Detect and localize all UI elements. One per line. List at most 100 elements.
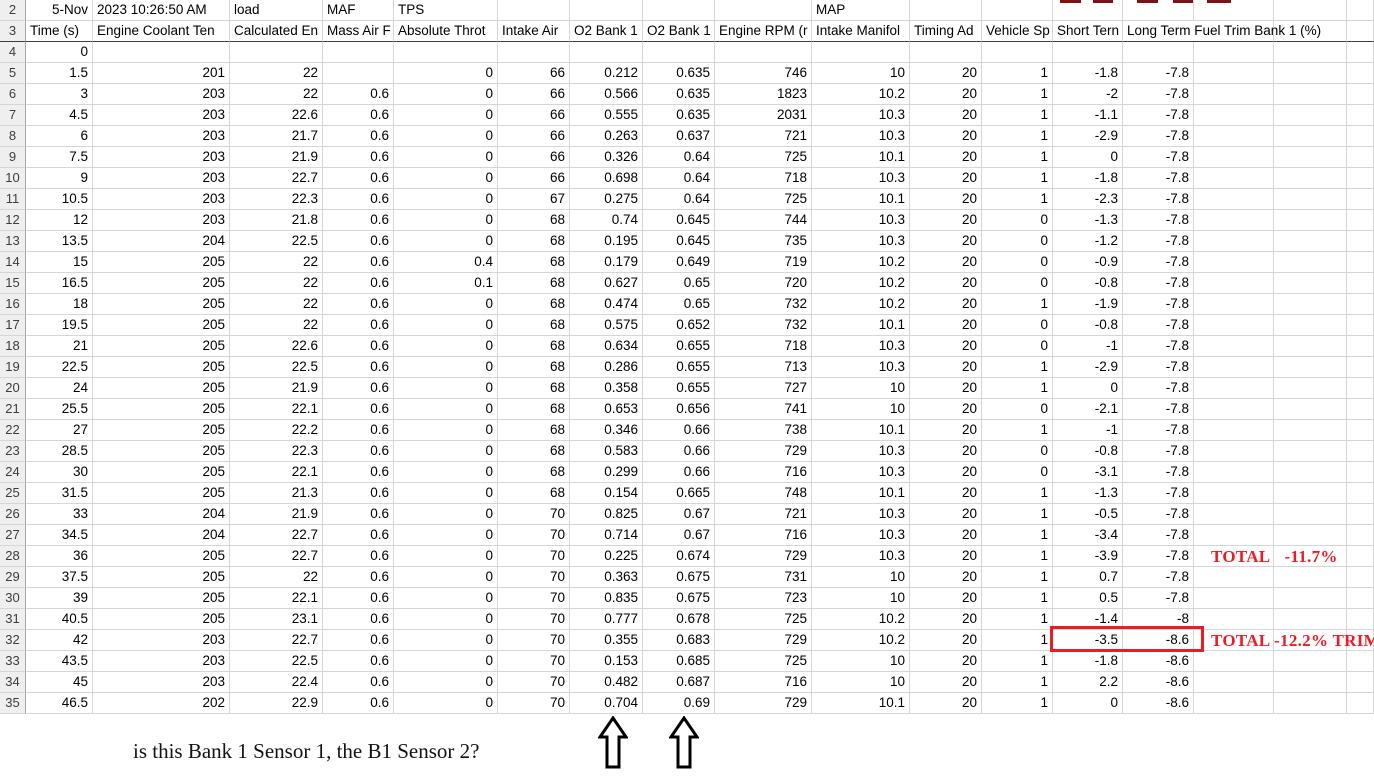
cell[interactable]: 0.665 (643, 483, 715, 504)
cell[interactable]: 1 (982, 525, 1053, 546)
cell[interactable]: -1 (1053, 420, 1123, 441)
cell[interactable]: 21 (26, 336, 93, 357)
cell[interactable]: 0.714 (570, 525, 643, 546)
cell[interactable]: 22 (230, 294, 323, 315)
cell[interactable]: -7.8 (1123, 126, 1194, 147)
cell[interactable]: 0.6 (323, 336, 394, 357)
cell[interactable]: -7.8 (1123, 210, 1194, 231)
cell[interactable]: 205 (93, 357, 230, 378)
row-number[interactable]: 16 (0, 294, 26, 315)
row-number[interactable]: 8 (0, 126, 26, 147)
cell[interactable] (1274, 273, 1347, 294)
cell[interactable]: 0.6 (323, 273, 394, 294)
cell[interactable] (1274, 42, 1347, 63)
cell[interactable]: 20 (910, 84, 982, 105)
cell[interactable]: 70 (498, 672, 570, 693)
cell[interactable]: 0 (394, 672, 498, 693)
cell[interactable]: 10 (812, 651, 910, 672)
row-number[interactable]: 13 (0, 231, 26, 252)
cell[interactable]: 0 (394, 210, 498, 231)
cell[interactable]: -7.8 (1123, 546, 1194, 567)
cell[interactable]: 33 (26, 504, 93, 525)
cell[interactable]: 0.66 (643, 441, 715, 462)
cell[interactable] (1274, 420, 1347, 441)
cell[interactable]: 0.65 (643, 294, 715, 315)
cell[interactable]: 0 (394, 105, 498, 126)
cell[interactable]: 1 (982, 189, 1053, 210)
cell[interactable]: 10.3 (812, 210, 910, 231)
cell[interactable]: 10 (812, 378, 910, 399)
cell[interactable]: -7.8 (1123, 273, 1194, 294)
cell[interactable]: 205 (93, 273, 230, 294)
cell[interactable]: -8 (1123, 609, 1194, 630)
row-number[interactable]: 19 (0, 357, 26, 378)
column-header[interactable]: Intake Air (498, 21, 570, 42)
cell[interactable]: 34.5 (26, 525, 93, 546)
cell[interactable]: 20 (910, 399, 982, 420)
cell[interactable]: 1 (982, 168, 1053, 189)
cell[interactable] (1347, 420, 1374, 441)
cell[interactable]: 0.6 (323, 168, 394, 189)
column-header[interactable]: O2 Bank 1 (643, 21, 715, 42)
cell[interactable] (1194, 609, 1274, 630)
cell[interactable]: 28.5 (26, 441, 93, 462)
cell[interactable]: 20 (910, 567, 982, 588)
cell[interactable]: 0.674 (643, 546, 715, 567)
cell[interactable]: 0.6 (323, 483, 394, 504)
cell[interactable] (1194, 168, 1274, 189)
cell[interactable] (1347, 84, 1374, 105)
cell[interactable]: 0 (394, 462, 498, 483)
cell[interactable]: 732 (715, 294, 812, 315)
row-number[interactable]: 6 (0, 84, 26, 105)
cell[interactable] (1194, 546, 1274, 567)
cell[interactable]: 0.555 (570, 105, 643, 126)
cell[interactable]: 205 (93, 378, 230, 399)
cell[interactable]: 66 (498, 105, 570, 126)
cell[interactable]: -7.8 (1123, 504, 1194, 525)
cell[interactable] (1347, 126, 1374, 147)
cell[interactable]: 10.3 (812, 462, 910, 483)
cell[interactable]: 0 (394, 168, 498, 189)
cell[interactable]: 66 (498, 147, 570, 168)
cell[interactable]: 0.67 (643, 525, 715, 546)
cell[interactable]: -7.8 (1123, 525, 1194, 546)
cell[interactable]: 18 (26, 294, 93, 315)
cell[interactable]: 10.2 (812, 609, 910, 630)
cell[interactable]: 0.6 (323, 504, 394, 525)
cell[interactable]: 20 (910, 357, 982, 378)
cell[interactable]: 30 (26, 462, 93, 483)
cell[interactable]: 0 (394, 588, 498, 609)
cell[interactable]: 205 (93, 441, 230, 462)
cell[interactable]: 731 (715, 567, 812, 588)
cell[interactable]: 738 (715, 420, 812, 441)
cell[interactable]: 729 (715, 630, 812, 651)
cell[interactable]: 22.6 (230, 336, 323, 357)
cell[interactable]: TPS (394, 0, 498, 21)
cell[interactable]: -7.8 (1123, 462, 1194, 483)
cell[interactable]: 3 (26, 84, 93, 105)
cell[interactable]: 1 (982, 630, 1053, 651)
cell[interactable]: 203 (93, 168, 230, 189)
cell[interactable]: 10.2 (812, 294, 910, 315)
cell[interactable]: -1.8 (1053, 168, 1123, 189)
cell[interactable]: 9 (26, 168, 93, 189)
cell[interactable]: 10.1 (812, 693, 910, 714)
row-number[interactable]: 9 (0, 147, 26, 168)
cell[interactable]: 0.7 (1053, 567, 1123, 588)
cell[interactable]: 68 (498, 462, 570, 483)
cell[interactable]: -0.8 (1053, 441, 1123, 462)
cell[interactable]: 10 (812, 399, 910, 420)
cell[interactable]: 2023 10:26:50 AM (93, 0, 230, 21)
cell[interactable]: 0 (394, 147, 498, 168)
cell[interactable]: 205 (93, 336, 230, 357)
cell[interactable]: -7.8 (1123, 420, 1194, 441)
cell[interactable] (1194, 588, 1274, 609)
cell[interactable]: 20 (910, 483, 982, 504)
cell[interactable]: 0.1 (394, 273, 498, 294)
cell[interactable] (394, 42, 498, 63)
cell[interactable] (715, 0, 812, 21)
cell[interactable] (1194, 315, 1274, 336)
cell[interactable]: 203 (93, 630, 230, 651)
cell[interactable]: 0.6 (323, 126, 394, 147)
cell[interactable]: 0.195 (570, 231, 643, 252)
